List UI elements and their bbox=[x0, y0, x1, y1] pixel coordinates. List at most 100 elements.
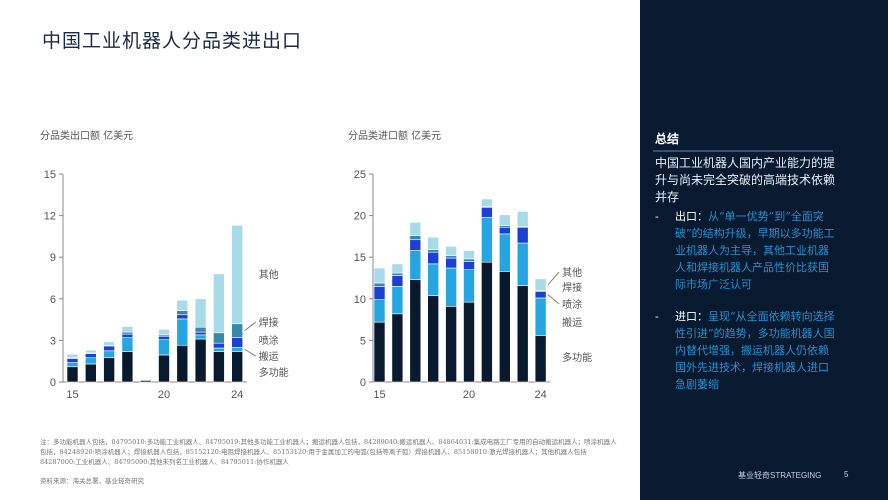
bar-segment-喷涂 bbox=[427, 251, 439, 265]
bar-segment-喷涂 bbox=[445, 257, 457, 269]
bar-segment-多功能 bbox=[427, 295, 439, 383]
bar-segment-其他 bbox=[85, 349, 97, 354]
bar-segment-焊接 bbox=[231, 323, 243, 338]
bar-segment-多功能 bbox=[409, 279, 422, 383]
bar-segment-其他 bbox=[445, 246, 457, 256]
bar-segment-焊接 bbox=[391, 272, 404, 276]
bar-segment-搬运 bbox=[213, 347, 225, 352]
y-tick-label: 12 bbox=[44, 211, 56, 223]
export-chart-title: 分品类出口额 亿美元 bbox=[40, 131, 134, 142]
bar-segment-其他 bbox=[213, 273, 225, 334]
bar-segment-其他 bbox=[66, 353, 79, 359]
bar-segment-其他 bbox=[516, 211, 529, 227]
bar-segment-多功能 bbox=[391, 313, 404, 383]
x-tick-label: 24 bbox=[534, 389, 546, 401]
bar-segment-搬运 bbox=[373, 299, 386, 323]
bar-segment-焊接 bbox=[427, 249, 439, 253]
bar-segment-其他 bbox=[158, 329, 170, 336]
bar-segment-其他 bbox=[373, 267, 386, 284]
bar-segment-焊接 bbox=[194, 326, 207, 333]
leader-line bbox=[244, 321, 256, 332]
bar-segment-其他 bbox=[481, 198, 493, 207]
y-tick-label: 9 bbox=[50, 252, 56, 264]
bar-segment-喷涂 bbox=[194, 331, 207, 336]
summary-heading: 总结 bbox=[655, 132, 680, 146]
bar-segment-喷涂 bbox=[409, 239, 422, 251]
bar-segment-搬运 bbox=[516, 242, 529, 286]
bar-segment-其他 bbox=[427, 236, 439, 251]
bar-segment-多功能 bbox=[66, 366, 79, 383]
bar-segment-多功能 bbox=[194, 338, 207, 383]
bar-segment-焊接 bbox=[463, 258, 475, 262]
series-label: 焊接 bbox=[259, 316, 279, 329]
bar-segment-搬运 bbox=[409, 250, 422, 280]
bar-segment-喷涂 bbox=[463, 261, 475, 270]
x-tick-label: 15 bbox=[373, 389, 385, 401]
y-tick-label: 25 bbox=[354, 169, 366, 181]
bar-segment-多功能 bbox=[103, 357, 115, 383]
bar-segment-搬运 bbox=[499, 233, 511, 272]
bar-segment-多功能 bbox=[445, 305, 457, 383]
bar-segment-其他 bbox=[409, 221, 422, 236]
brand-footer: 基业轻奇STRATEGING bbox=[738, 471, 822, 480]
series-label: 多功能 bbox=[562, 351, 592, 364]
bar-segment-其他 bbox=[463, 250, 475, 260]
bar-segment-其他 bbox=[391, 263, 404, 274]
y-tick-label: 10 bbox=[354, 294, 366, 306]
bullet-lead: 进口： bbox=[675, 310, 708, 323]
bullet-dash: - bbox=[655, 210, 659, 223]
x-tick-label: 15 bbox=[66, 389, 78, 401]
bar-segment-搬运 bbox=[85, 357, 97, 365]
bar-segment-焊接 bbox=[409, 235, 422, 241]
bar-segment-喷涂 bbox=[176, 314, 189, 320]
page-title: 中国工业机器人分品类进出口 bbox=[42, 30, 303, 52]
bar-segment-多功能 bbox=[158, 354, 170, 383]
bar-segment-搬运 bbox=[481, 216, 493, 263]
leader-line bbox=[547, 271, 560, 285]
bar-segment-多功能 bbox=[373, 321, 386, 383]
bar-segment-多功能 bbox=[121, 351, 134, 383]
y-tick-label: 0 bbox=[360, 377, 366, 389]
series-label: 搬运 bbox=[259, 350, 279, 363]
bar-segment-搬运 bbox=[427, 263, 439, 296]
summary-panel: 总结 中国工业机器人国内产业能力的提升与尚未完全突破的高端技术依赖并存 - 出口… bbox=[640, 0, 888, 500]
series-label: 喷涂 bbox=[562, 298, 582, 311]
x-tick-label: 20 bbox=[463, 389, 475, 401]
bar-segment-多功能 bbox=[481, 261, 493, 383]
bullet-lead: 出口： bbox=[675, 210, 708, 223]
import-chart-title: 分品类进口额 亿美元 bbox=[348, 131, 442, 142]
bullet-dash: - bbox=[655, 310, 659, 323]
bar-segment-喷涂 bbox=[85, 353, 97, 359]
bar-segment-搬运 bbox=[121, 337, 134, 352]
y-tick-label: 15 bbox=[354, 252, 366, 264]
series-label: 喷涂 bbox=[259, 334, 279, 347]
bar-segment-喷涂 bbox=[103, 345, 115, 352]
bar-segment-喷涂 bbox=[391, 275, 404, 287]
bar-segment-喷涂 bbox=[481, 206, 493, 218]
bar-segment-其他 bbox=[499, 214, 511, 226]
bar-segment-喷涂 bbox=[231, 337, 243, 348]
bar-segment-其他 bbox=[231, 225, 243, 325]
bar-segment-搬运 bbox=[103, 350, 115, 359]
bar-segment-喷涂 bbox=[66, 358, 79, 363]
leader-line bbox=[547, 294, 560, 305]
bar-segment-搬运 bbox=[391, 286, 404, 315]
bar-segment-多功能 bbox=[213, 351, 225, 383]
bar-segment-其他 bbox=[194, 298, 207, 328]
series-label: 焊接 bbox=[562, 281, 582, 294]
bar-segment-多功能 bbox=[85, 363, 97, 383]
summary-text: 中国工业机器人国内产业能力的提升与尚未完全突破的高端技术依赖并存 bbox=[655, 156, 836, 204]
bar-segment-喷涂 bbox=[158, 335, 170, 341]
bar-segment-喷涂 bbox=[516, 226, 529, 244]
bar-segment-喷涂 bbox=[213, 342, 225, 349]
bar-segment-其他 bbox=[103, 341, 115, 346]
bar-segment-焊接 bbox=[445, 255, 457, 259]
bar-segment-搬运 bbox=[445, 267, 457, 307]
bar-segment-搬运 bbox=[176, 318, 189, 346]
bar-segment-焊接 bbox=[176, 310, 189, 316]
summary-divider bbox=[653, 150, 833, 152]
y-tick-label: 6 bbox=[50, 294, 56, 306]
y-tick-label: 3 bbox=[50, 335, 56, 347]
